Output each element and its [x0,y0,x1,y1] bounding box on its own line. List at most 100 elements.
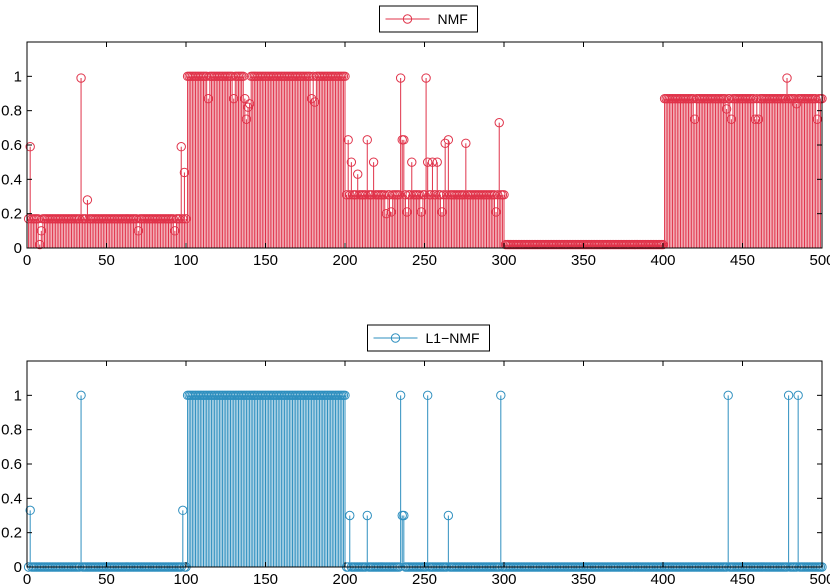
stem-marker [360,190,371,200]
stem-marker [783,390,794,401]
stem-marker [491,207,501,217]
stem-marker [443,510,454,521]
stem-marker [345,510,355,521]
x-tick-label: 200 [332,571,357,585]
stem-marker [362,135,372,145]
stem-marker [721,104,732,114]
stem-marker [381,208,392,219]
stem-marker [810,93,821,104]
stem-marker [443,135,454,145]
y-tick-label: 0 [14,559,22,576]
x-tick-label: 0 [23,571,31,585]
stem-marker [422,390,433,401]
x-tick-label: 150 [253,571,278,585]
y-tick-label: 0.2 [1,525,22,542]
stem-marker [36,226,47,236]
x-tick-label: 250 [412,571,437,585]
x-tick-label: 50 [98,252,115,269]
x-tick-label: 450 [730,571,755,585]
x-tick-label: 100 [173,252,198,269]
stem-marker [395,73,406,83]
stem-marker [791,99,802,109]
chart-panel-1: 0 50 100 150 200 250 300 350 400 450 500 0 0.2 0.4 0.6… [1,5,830,269]
stem-marker [723,390,733,401]
stem-marker [395,390,406,401]
stem-marker [368,157,379,167]
stem-marker [658,239,668,250]
x-tick-label: 100 [173,571,198,585]
stem-marker [76,390,86,401]
stem-marker [461,138,471,148]
stem-marker [240,93,250,104]
stem-marker [496,390,506,401]
stem-marker [82,195,93,205]
x-tick-label: 300 [491,571,516,585]
stem-marker [437,207,447,217]
y-tick-label: 0.6 [1,137,22,154]
x-tick-label: 200 [332,252,357,269]
stem-marker [25,505,35,516]
stem-marker [176,142,186,152]
stem-marker [203,93,213,104]
x-tick-label: 500 [809,571,830,585]
stem-marker [244,99,255,109]
x-tick-label: 450 [730,252,755,269]
stem-marker [310,97,320,107]
stem-marker [345,190,355,200]
stem-marker [74,214,85,224]
y-tick-label: 0.4 [1,171,22,188]
stem-marker [812,114,822,124]
stem-marker [178,214,188,224]
stem-marker [170,226,180,236]
stem-marker [174,214,185,224]
stem-marker [386,207,396,217]
legend: NMF [379,5,478,33]
x-tick-label: 250 [412,252,437,269]
stem-marker [753,114,764,124]
stem-marker [340,71,350,82]
stem-marker [241,114,252,124]
stem-marker [178,505,188,516]
legend-label: L1−NMF [426,330,480,346]
stem-marker [499,190,509,200]
x-tick-label: 0 [23,252,31,269]
stem-marker [427,157,438,167]
stem-marker [402,207,412,217]
x-tick-label: 150 [253,252,278,269]
y-tick-label: 1 [14,387,22,404]
stem-series [23,71,827,250]
stem-marker [25,142,35,152]
chart-panel-2: 0 50 100 150 200 250 300 350 400 450 500 0 0.2 0.4 0.6… [1,324,830,585]
stem-marker [440,138,450,148]
stem-marker [362,510,372,521]
stem-marker [35,239,45,250]
y-tick-label: 0.2 [1,206,22,223]
x-tick-label: 350 [571,252,596,269]
stem-marker [492,190,503,200]
stem-marker [76,73,86,83]
stem-marker [432,157,442,167]
stem-marker [690,114,700,124]
stem-marker [399,135,409,145]
x-tick-label: 350 [571,571,596,585]
x-tick-label: 400 [650,571,675,585]
y-tick-label: 0 [14,240,22,257]
x-tick-label: 50 [98,571,115,585]
y-tick-label: 0.6 [1,456,22,473]
stem-marker [415,190,425,200]
y-tick-label: 0.4 [1,490,22,507]
stem-marker [750,114,760,124]
stem-marker [726,114,737,124]
y-tick-label: 1 [14,68,22,85]
stem-marker [399,510,409,521]
stem-marker [179,167,190,178]
stem-marker [340,390,350,401]
stem-marker [168,214,178,224]
stem-marker [394,190,404,200]
y-tick-label: 0.8 [1,103,22,120]
stem-marker [343,135,353,145]
y-tick-label: 0.8 [1,422,22,439]
legend-marker [402,14,413,24]
stem-marker [133,226,144,236]
